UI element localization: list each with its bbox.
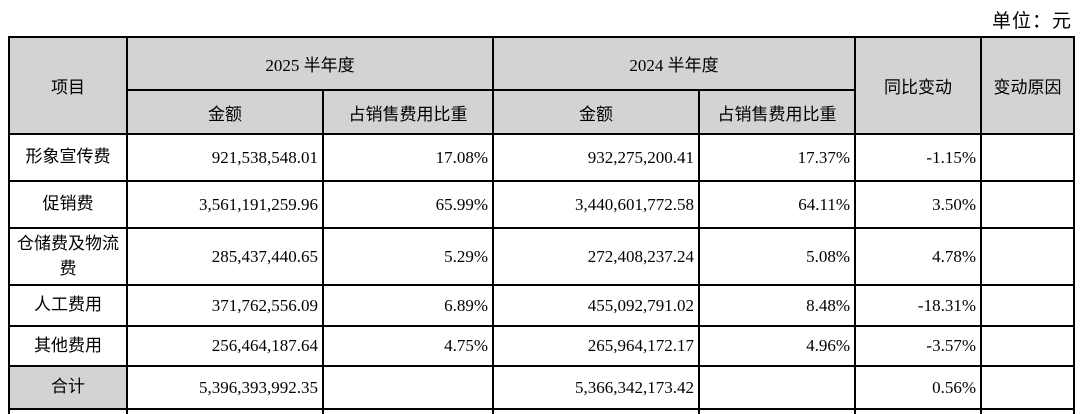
proportion-2024-cell: 4.96% xyxy=(698,325,856,367)
proportion-2025-cell: 17.08% xyxy=(322,133,494,182)
amount-2025-cell: 256,464,187.64 xyxy=(126,325,324,367)
proportion-2024-cell: 64.11% xyxy=(698,180,856,229)
yoy-change-cell: -18.31% xyxy=(854,284,982,327)
proportion-2025-cell: 5.29% xyxy=(322,227,494,286)
table-row: 合计 5,396,393,992.35 5,366,342,173.42 0.56% xyxy=(8,365,1075,410)
proportion-2025-cell: 6.89% xyxy=(322,284,494,327)
proportion-2025-cell xyxy=(322,365,494,410)
table-row: 人工费用 371,762,556.09 6.89% 455,092,791.02 8.4… xyxy=(8,284,1075,327)
empty-cell xyxy=(698,408,856,414)
column-header-period-2025: 2025 半年度 xyxy=(126,36,494,91)
empty-cell xyxy=(8,408,128,414)
change-reason-cell xyxy=(980,180,1075,229)
empty-cell xyxy=(492,408,700,414)
item-cell: 合计 xyxy=(8,365,128,410)
amount-2024-cell: 3,440,601,772.58 xyxy=(492,180,700,229)
proportion-2024-cell: 8.48% xyxy=(698,284,856,327)
column-header-period-2024: 2024 半年度 xyxy=(492,36,856,91)
column-header-item: 项目 xyxy=(8,36,128,135)
change-reason-cell xyxy=(980,133,1075,182)
table-row: 促销费 3,561,191,259.96 65.99% 3,440,601,772.5… xyxy=(8,180,1075,229)
unit-label: 单位：元 xyxy=(991,11,1072,32)
change-reason-cell xyxy=(980,365,1075,410)
yoy-change-cell: 0.56% xyxy=(854,365,982,410)
column-header-change-reason: 变动原因 xyxy=(980,36,1075,135)
amount-2025-cell: 921,538,548.01 xyxy=(126,133,324,182)
empty-cell xyxy=(854,408,982,414)
amount-2025-cell: 285,437,440.65 xyxy=(126,227,324,286)
column-header-yoy-change: 同比变动 xyxy=(854,36,982,135)
header-row-measures: 金额 占销售费用比重 金额 占销售费用比重 xyxy=(9,89,1074,135)
empty-cell xyxy=(126,408,324,414)
table-row-partial xyxy=(8,408,1075,414)
amount-2024-cell: 932,275,200.41 xyxy=(492,133,700,182)
amount-2025-cell: 5,396,393,992.35 xyxy=(126,365,324,410)
amount-2025-cell: 371,762,556.09 xyxy=(126,284,324,327)
amount-2025-cell: 3,561,191,259.96 xyxy=(126,180,324,229)
table-body: 形象宣传费 921,538,548.01 17.08% 932,275,200.41 1… xyxy=(8,133,1075,414)
change-reason-cell xyxy=(980,284,1075,327)
yoy-change-cell: -3.57% xyxy=(854,325,982,367)
yoy-change-cell: -1.15% xyxy=(854,133,982,182)
column-header-amount-2025: 金额 xyxy=(126,89,324,135)
change-reason-cell xyxy=(980,325,1075,367)
yoy-change-cell: 3.50% xyxy=(854,180,982,229)
expenses-table: 项目 2025 半年度 2024 半年度 同比变动 变动原因 金额 占销售费用比… xyxy=(8,36,1075,414)
column-header-proportion-2025: 占销售费用比重 xyxy=(322,89,494,135)
column-header-proportion-2024: 占销售费用比重 xyxy=(698,89,856,135)
empty-cell xyxy=(322,408,494,414)
table-row: 其他费用 256,464,187.64 4.75% 265,964,172.17 4.9… xyxy=(8,325,1075,367)
table-row: 仓储费及物流费 285,437,440.65 5.29% 272,408,237.24… xyxy=(8,227,1075,286)
item-cell: 形象宣传费 xyxy=(8,133,128,182)
proportion-2024-cell xyxy=(698,365,856,410)
item-cell: 促销费 xyxy=(8,180,128,229)
yoy-change-cell: 4.78% xyxy=(854,227,982,286)
proportion-2024-cell: 5.08% xyxy=(698,227,856,286)
empty-cell xyxy=(980,408,1075,414)
item-cell: 其他费用 xyxy=(8,325,128,367)
amount-2024-cell: 265,964,172.17 xyxy=(492,325,700,367)
header-row-periods: 项目 2025 半年度 2024 半年度 同比变动 变动原因 xyxy=(8,36,1075,135)
amount-2024-cell: 272,408,237.24 xyxy=(492,227,700,286)
amount-2024-cell: 5,366,342,173.42 xyxy=(492,365,700,410)
item-cell: 仓储费及物流费 xyxy=(8,227,128,286)
change-reason-cell xyxy=(980,227,1075,286)
table-row: 形象宣传费 921,538,548.01 17.08% 932,275,200.41 1… xyxy=(8,133,1075,182)
column-header-amount-2024: 金额 xyxy=(492,89,700,135)
item-cell: 人工费用 xyxy=(8,284,128,327)
proportion-2025-cell: 4.75% xyxy=(322,325,494,367)
proportion-2025-cell: 65.99% xyxy=(322,180,494,229)
amount-2024-cell: 455,092,791.02 xyxy=(492,284,700,327)
proportion-2024-cell: 17.37% xyxy=(698,133,856,182)
